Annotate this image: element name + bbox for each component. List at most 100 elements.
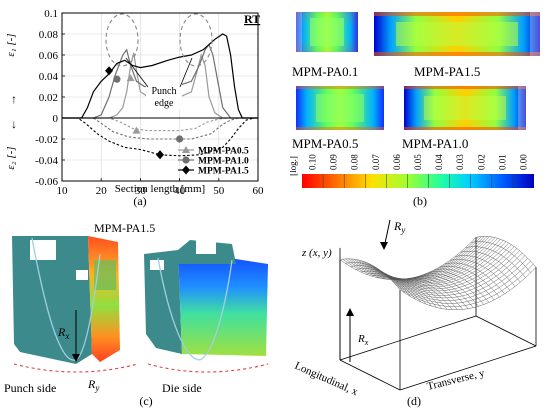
y-tick-label: -0.06	[35, 176, 58, 188]
colorbar-tick: 0.10	[308, 154, 318, 170]
rx-arrowhead-icon	[72, 354, 80, 362]
colorbar-gradient	[302, 174, 534, 188]
panel-b-strain-fields: MPM-PA0.1 MPM-PA1.5 MPM-PA0.5 MPM-PA1.0 …	[288, 0, 550, 210]
panel-c-specimen-views: MPM-PA1.5 Rx	[0, 214, 278, 412]
strain-fields-svg: MPM-PA0.1 MPM-PA1.5 MPM-PA0.5 MPM-PA1.0 …	[288, 12, 540, 188]
y-tick-label: -0.04	[35, 155, 58, 167]
annotation-box	[146, 84, 182, 110]
mesh-line-v	[434, 268, 495, 301]
x-tick-label: 20	[96, 185, 108, 197]
rx-label-d: Rx	[357, 333, 369, 347]
punch-edge-label-line1: Punch	[152, 86, 177, 97]
rx-arrowhead-d-icon	[346, 308, 354, 316]
chart-tick-labels: 10 20 30 40 50 60 0.1 0.08 0.06 0.04 0.02 0 -0.02 -0.…	[35, 8, 264, 197]
ry-label: Ry	[87, 377, 99, 393]
colorbar-tick-labels: 0.10 0.09 0.08 0.07 0.06 0.05 0.04 0.03 0.02 0.01…	[308, 154, 529, 170]
mesh-line-v	[439, 265, 500, 298]
box-edge	[339, 359, 401, 391]
box-edge	[475, 315, 537, 347]
mesh-line-v	[413, 276, 474, 308]
down-arrow-icon: ↓	[11, 117, 17, 131]
punch-edge-annotation: Punch edge	[105, 13, 213, 110]
mesh-line-v	[381, 277, 442, 309]
up-arrow-icon: ↑	[11, 92, 17, 106]
strain-field-pa01	[296, 12, 358, 52]
punch-edge-ellipse-left	[105, 13, 139, 67]
y-tick-label: 0.1	[44, 8, 58, 20]
punch-side-label: Punch side	[4, 381, 56, 395]
box-edge	[339, 315, 477, 361]
series-marker	[105, 66, 114, 76]
caption-a: (a)	[133, 194, 147, 208]
x-tick-label: 10	[57, 185, 69, 197]
punch-edge-label-line2: edge	[155, 98, 174, 109]
mesh-line-v	[402, 278, 463, 310]
mesh-line-v	[465, 246, 526, 278]
colorbar-tick: 0.09	[329, 154, 339, 170]
colorbar-tick: 0.06	[392, 154, 402, 170]
y-tick-label: 0.08	[39, 29, 59, 41]
series-marker	[156, 150, 164, 160]
series-line-e2	[62, 117, 258, 157]
mesh-line-v	[444, 262, 505, 295]
mesh-line-v	[376, 276, 437, 308]
die-side-specimen	[144, 240, 268, 361]
transverse-axis-label: Transverse, y	[426, 367, 487, 393]
colorbar-tick: 0.04	[434, 154, 444, 170]
caption-c: (c)	[139, 394, 153, 408]
x-tick-label: 30	[135, 185, 147, 197]
panel-a-strain-chart: 10 20 30 40 50 60 0.1 0.08 0.06 0.04 0.02 0 -0.02 -0.…	[0, 0, 290, 210]
caption-d: (d)	[407, 394, 421, 408]
legend-label: MPM-PA1.0	[198, 157, 249, 167]
series-marker	[176, 135, 184, 143]
x-tick-label: 50	[213, 185, 225, 197]
label-pa01: MPM-PA0.1	[292, 64, 358, 79]
series-line-e2	[62, 117, 258, 132]
annotation-arrow-right	[179, 57, 193, 88]
series-line-e2	[62, 117, 258, 140]
punch-side-specimen	[12, 236, 120, 364]
legend-label: MPM-PA1.5	[198, 167, 249, 177]
strain-field-pa05	[296, 86, 384, 130]
y-tick-label: 0.02	[39, 92, 58, 104]
legend-label: MPM-PA0.5	[198, 147, 249, 157]
legend-marker	[182, 165, 190, 175]
longitudinal-axis-label: Longitudinal, x	[293, 360, 360, 399]
strain-chart-svg: 10 20 30 40 50 60 0.1 0.08 0.06 0.04 0.02 0 -0.02 -0.…	[5, 8, 264, 197]
mesh-line-v	[350, 265, 411, 297]
punch-side-radius-arc	[13, 363, 139, 373]
specimen-title: MPM-PA1.5	[94, 221, 155, 235]
label-pa05: MPM-PA0.5	[292, 136, 358, 151]
mesh-line-v	[371, 274, 432, 307]
mesh-line-v	[355, 268, 416, 300]
colorbar-tick: 0.07	[371, 154, 381, 170]
colorbar-tick: 0.00	[518, 154, 528, 170]
colorbar-tick: 0.03	[455, 154, 465, 170]
label-pa10: MPM-PA1.0	[402, 136, 468, 151]
die-side-radius-arc	[147, 363, 269, 373]
colorbar-tick: 0.01	[497, 154, 507, 170]
ry-label-d: Ry	[393, 219, 405, 235]
series-line-e1	[62, 33, 258, 119]
die-side-label: Die side	[162, 381, 202, 395]
panel-d-wireframe-surface: z (x, y) Ry Rx Longitudinal, x Transvers…	[278, 214, 550, 412]
box-edge	[399, 345, 537, 391]
y-tick-label: 0.04	[39, 71, 59, 83]
legend-marker	[182, 156, 190, 164]
mesh-line-u	[348, 236, 485, 280]
mesh-line-v	[418, 275, 479, 307]
surface-mesh	[339, 236, 537, 310]
y-tick-label: -0.02	[35, 134, 58, 146]
strain-field-pa15	[374, 12, 540, 56]
mesh-line-v	[475, 236, 537, 268]
specimen-views-svg: MPM-PA1.5 Rx	[4, 221, 269, 395]
colorbar: [log.] 0.10 0.09 0.08 0.07 0.06 0.05 0.04 0.03 0…	[288, 154, 534, 188]
mesh-line-v	[345, 262, 406, 294]
mesh-line-v	[470, 241, 531, 273]
y-label-top: ε₁ [-]	[5, 33, 17, 56]
x-axis-label: Section length [mm]	[115, 183, 205, 195]
mesh-line-v	[428, 271, 490, 303]
legend-marker	[182, 146, 190, 153]
colorbar-tick: 0.05	[413, 154, 423, 170]
